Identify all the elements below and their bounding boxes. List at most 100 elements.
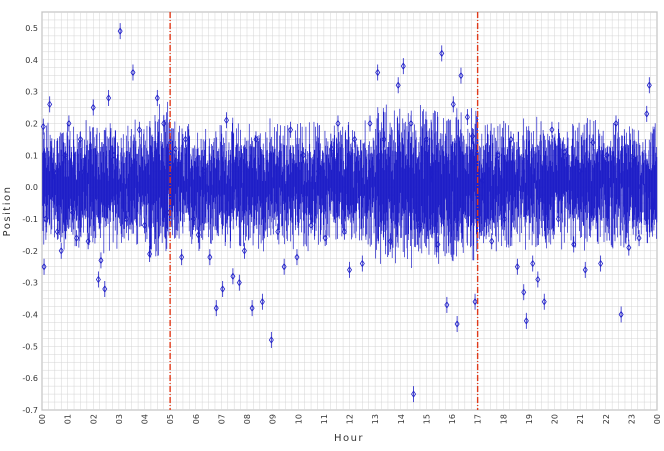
data-point bbox=[165, 208, 171, 217]
y-tick-label: 0.0 bbox=[25, 183, 38, 192]
data-point bbox=[523, 317, 529, 325]
data-point bbox=[470, 132, 475, 140]
data-point bbox=[650, 202, 656, 210]
data-point bbox=[341, 227, 347, 236]
data-point bbox=[329, 145, 335, 153]
data-point bbox=[423, 135, 429, 144]
data-point bbox=[161, 119, 167, 128]
data-point bbox=[359, 259, 365, 268]
x-tick-label: 19 bbox=[525, 414, 534, 424]
data-point bbox=[106, 94, 112, 102]
data-point bbox=[335, 119, 341, 128]
data-point bbox=[308, 221, 314, 230]
data-point bbox=[347, 266, 352, 274]
x-tick-labels: 00 01 02 03 04 05 06 07 08 09 10 11 12 13 14 15 16 17 18 19… bbox=[38, 414, 662, 424]
data-point bbox=[58, 247, 64, 255]
data-point bbox=[549, 126, 555, 134]
data-point bbox=[268, 336, 274, 344]
data-point bbox=[458, 71, 464, 80]
data-point bbox=[85, 237, 91, 245]
data-point bbox=[352, 135, 358, 144]
data-point bbox=[562, 148, 568, 156]
data-point bbox=[220, 285, 226, 293]
data-point bbox=[236, 278, 242, 287]
data-point bbox=[253, 135, 259, 144]
y-tick-label: -0.4 bbox=[22, 310, 38, 319]
data-point bbox=[613, 119, 619, 128]
data-point bbox=[74, 234, 80, 242]
data-point bbox=[40, 122, 46, 131]
y-tick-label: -0.5 bbox=[22, 342, 38, 351]
data-point bbox=[54, 227, 60, 236]
y-tick-label: 0.2 bbox=[25, 119, 38, 128]
data-point bbox=[464, 113, 470, 121]
data-point bbox=[636, 234, 642, 242]
data-point bbox=[154, 94, 160, 102]
data-point bbox=[604, 151, 610, 160]
data-point bbox=[147, 250, 153, 258]
data-point bbox=[70, 208, 76, 217]
data-point bbox=[66, 119, 72, 128]
x-tick-label: 16 bbox=[448, 414, 457, 424]
data-point bbox=[626, 243, 632, 252]
data-point bbox=[95, 275, 101, 284]
data-points bbox=[40, 23, 656, 403]
y-tick-labels: 0.5 0.4 0.3 0.2 0.1 0.0 -0.1 -0.2 -0.3 -0.4 -0.5 -0… bbox=[22, 24, 38, 415]
data-point bbox=[381, 135, 387, 144]
data-point bbox=[411, 390, 417, 398]
data-point bbox=[571, 240, 577, 249]
data-point bbox=[502, 215, 508, 223]
data-point bbox=[582, 266, 588, 274]
data-point bbox=[275, 227, 281, 236]
data-point bbox=[454, 320, 460, 328]
x-tick-label: 14 bbox=[397, 414, 406, 424]
x-tick-label: 00 bbox=[653, 414, 662, 424]
data-point bbox=[294, 253, 300, 261]
x-tick-label: 22 bbox=[602, 414, 611, 424]
y-tick-label: -0.1 bbox=[22, 215, 38, 224]
x-tick-label: 01 bbox=[64, 414, 73, 424]
x-tick-label: 21 bbox=[576, 414, 585, 424]
data-point bbox=[439, 49, 445, 58]
y-tick-label: 0.5 bbox=[25, 24, 38, 33]
data-point bbox=[472, 298, 478, 306]
data-point bbox=[367, 119, 373, 128]
data-point bbox=[98, 256, 104, 265]
data-point bbox=[136, 126, 142, 134]
data-point bbox=[288, 126, 294, 134]
x-tick-label: 03 bbox=[115, 414, 124, 424]
data-point bbox=[47, 100, 53, 109]
x-tick-label: 02 bbox=[89, 414, 98, 424]
x-tick-label: 11 bbox=[320, 414, 329, 424]
data-point bbox=[400, 62, 406, 70]
data-point bbox=[322, 234, 328, 242]
reference-lines bbox=[169, 12, 479, 410]
data-point bbox=[41, 262, 47, 271]
data-point bbox=[555, 215, 561, 223]
data-point bbox=[259, 298, 265, 306]
data-point bbox=[195, 231, 201, 239]
data-point bbox=[111, 151, 117, 160]
data-point bbox=[62, 151, 68, 160]
data-point bbox=[190, 215, 196, 223]
x-tick-label: 15 bbox=[422, 414, 431, 424]
y-axis-title: Position bbox=[2, 186, 13, 237]
data-point bbox=[508, 135, 514, 144]
data-point bbox=[618, 310, 624, 319]
data-point bbox=[375, 68, 381, 77]
data-point bbox=[81, 167, 87, 175]
x-tick-label: 08 bbox=[243, 414, 252, 424]
data-point bbox=[444, 301, 450, 309]
data-point bbox=[480, 177, 486, 185]
data-point bbox=[51, 167, 57, 175]
data-point bbox=[535, 275, 541, 284]
data-point bbox=[388, 237, 393, 245]
data-point bbox=[435, 240, 441, 249]
x-tick-label: 07 bbox=[217, 414, 226, 424]
x-tick-label: 13 bbox=[371, 414, 380, 424]
data-point bbox=[395, 81, 401, 89]
data-point bbox=[577, 167, 583, 175]
data-point bbox=[521, 288, 527, 296]
data-point bbox=[598, 259, 604, 268]
